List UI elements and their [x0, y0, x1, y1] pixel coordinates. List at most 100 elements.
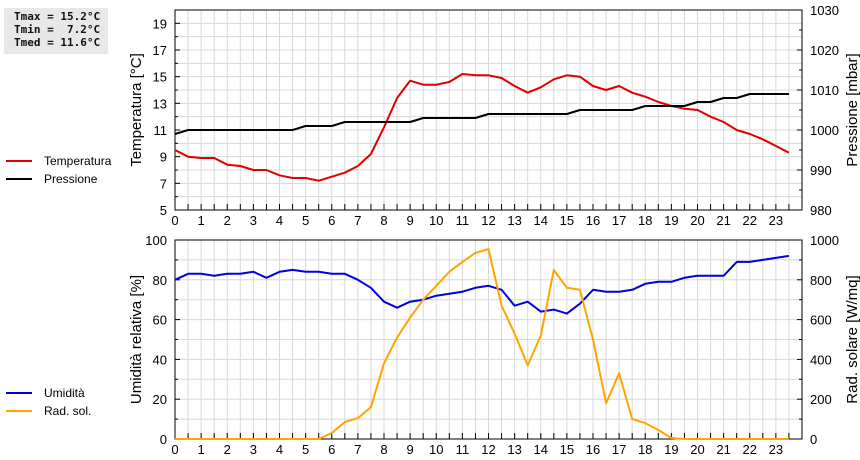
legend-item-rad-sol: Rad. sol. [6, 402, 91, 420]
orange-line-swatch-icon [6, 410, 32, 412]
y-tick-label-left: 0 [160, 432, 167, 447]
y-tick-label-left: 20 [153, 392, 167, 407]
series-line-pressione [174, 93, 789, 135]
y-tick-label-left: 15 [153, 70, 167, 85]
legend-label: Pressione [44, 172, 98, 186]
x-tick-label: 4 [276, 213, 283, 228]
legend-item-pressione: Pressione [6, 170, 111, 188]
x-tick-label: 8 [380, 442, 387, 457]
y-tick-label-right: 200 [810, 392, 832, 407]
x-tick-label: 0 [171, 213, 178, 228]
tmax-text: Tmax = 15.2°C [14, 10, 101, 23]
y-tick-label-left: 60 [153, 313, 167, 328]
y-tick-label-left: 9 [160, 150, 167, 165]
x-tick-label: 10 [429, 442, 443, 457]
x-tick-label: 13 [507, 442, 521, 457]
x-tick-label: 10 [429, 213, 443, 228]
x-tick-label: 6 [328, 213, 335, 228]
x-tick-label: 11 [456, 213, 470, 228]
y-tick-label-left: 5 [160, 203, 167, 218]
x-tick-label: 19 [664, 213, 678, 228]
legend-item-temperatura: Temperatura [6, 152, 111, 170]
y-tick-label-left: 7 [160, 176, 167, 191]
x-tick-label: 2 [224, 213, 231, 228]
x-tick-label: 17 [612, 442, 626, 457]
red-line-swatch-icon [6, 160, 32, 162]
x-tick-label: 2 [224, 442, 231, 457]
x-tick-label: 22 [743, 442, 757, 457]
y-tick-label-right: 400 [810, 352, 832, 367]
y-tick-label-right: 1010 [810, 83, 839, 98]
x-tick-label: 18 [638, 442, 652, 457]
x-tick-label: 18 [638, 213, 652, 228]
x-tick-label: 4 [276, 442, 283, 457]
y-tick-label-left: 19 [153, 16, 167, 31]
humidity-radiation-chart: 0 1 2 3 4 5 6 7 8 9 10 11 12 13 14 15 16 17 18 19 20 21 22 2302… [128, 233, 860, 457]
y-tick-label-left: 11 [154, 123, 168, 138]
x-tick-label: 21 [716, 213, 730, 228]
y-tick-label-right: 1030 [810, 3, 839, 18]
y-tick-label-left: 80 [153, 273, 167, 288]
series-line-rad-sol [175, 248, 789, 440]
x-tick-label: 11 [456, 442, 470, 457]
y-tick-label-left: 40 [153, 352, 167, 367]
legend-label: Temperatura [44, 154, 112, 168]
y-tick-label-left: 17 [153, 43, 167, 58]
y-tick-label-right: 1000 [810, 233, 839, 248]
series-line-temperatura [174, 73, 790, 182]
x-tick-label: 12 [481, 213, 495, 228]
y-tick-label-left: 13 [153, 96, 167, 111]
x-tick-label: 1 [198, 213, 205, 228]
x-tick-label: 15 [560, 442, 574, 457]
x-tick-label: 16 [586, 442, 600, 457]
tmin-text: Tmin = 7.2°C [14, 23, 101, 36]
x-tick-label: 3 [250, 213, 257, 228]
x-tick-label: 23 [769, 213, 783, 228]
x-tick-label: 7 [354, 442, 361, 457]
y-tick-label-right: 600 [810, 313, 832, 328]
y-tick-label-right: 800 [810, 273, 832, 288]
y-axis-title-right: Pressione [mbar] [844, 53, 860, 166]
x-tick-label: 13 [507, 213, 521, 228]
blue-line-swatch-icon [6, 392, 32, 394]
y-axis-title-right: Rad. solare [W/mq] [844, 275, 860, 403]
x-tick-label: 3 [250, 442, 257, 457]
x-tick-label: 23 [769, 442, 783, 457]
x-tick-label: 16 [586, 213, 600, 228]
legend-bottom-chart: Umidità Rad. sol. [6, 384, 91, 420]
x-tick-label: 8 [380, 213, 387, 228]
y-tick-label-right: 1000 [810, 123, 839, 138]
x-tick-label: 17 [612, 213, 626, 228]
x-tick-label: 14 [534, 442, 548, 457]
x-tick-label: 20 [690, 213, 704, 228]
y-tick-label-right: 980 [810, 203, 832, 218]
x-tick-label: 19 [664, 442, 678, 457]
x-tick-label: 22 [743, 213, 757, 228]
x-tick-label: 7 [354, 213, 361, 228]
y-tick-label-left: 100 [145, 233, 167, 248]
x-tick-label: 0 [171, 442, 178, 457]
x-tick-label: 1 [198, 442, 205, 457]
legend-item-umidita: Umidità [6, 384, 91, 402]
x-tick-label: 5 [302, 213, 309, 228]
legend-label: Rad. sol. [44, 404, 92, 418]
y-axis-title-left: Umidità relativa [%] [128, 275, 145, 404]
x-tick-label: 20 [690, 442, 704, 457]
y-tick-label-right: 0 [810, 432, 817, 447]
legend-label: Umidità [44, 386, 85, 400]
x-tick-label: 9 [407, 442, 414, 457]
series-line-umidit [174, 254, 790, 315]
temperature-stats-box: Tmax = 15.2°C Tmin = 7.2°C Tmed = 11.6°C [4, 8, 108, 54]
x-tick-label: 5 [302, 442, 309, 457]
legend-top-chart: Temperatura Pressione [6, 152, 111, 188]
x-tick-label: 12 [481, 442, 495, 457]
x-tick-label: 14 [534, 213, 548, 228]
black-line-swatch-icon [6, 178, 32, 180]
y-tick-label-right: 1020 [810, 43, 839, 58]
y-tick-label-right: 990 [810, 163, 832, 178]
x-tick-label: 9 [407, 213, 414, 228]
x-tick-label: 15 [560, 213, 574, 228]
tmed-text: Tmed = 11.6°C [14, 36, 101, 49]
x-tick-label: 21 [716, 442, 730, 457]
